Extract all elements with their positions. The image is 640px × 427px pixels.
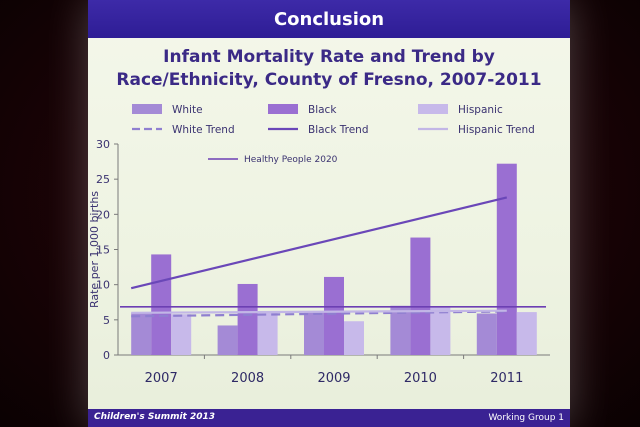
legend-label-white-trend: White Trend bbox=[172, 124, 235, 136]
trend-line-hispanic-trend bbox=[131, 309, 507, 314]
footer: Children's Summit 2013 Working Group 1 bbox=[88, 409, 570, 427]
legend-label-black: Black bbox=[308, 104, 337, 116]
slide-title: Conclusion bbox=[88, 0, 570, 38]
legend-swatch-black bbox=[268, 104, 298, 114]
chart: White Black Hispanic White Trend Black Trend… bbox=[88, 104, 550, 386]
bar-black-2010 bbox=[410, 237, 431, 355]
slide: Conclusion Infant Mortality Rate and Tre… bbox=[88, 0, 570, 427]
y-tick-label-20: 20 bbox=[96, 208, 110, 221]
y-tick-label-0: 0 bbox=[103, 349, 110, 362]
chart-title-line-1: Infant Mortality Rate and Trend by bbox=[163, 47, 495, 67]
y-tick-label-25: 25 bbox=[96, 173, 110, 186]
trend-lines bbox=[120, 158, 546, 318]
x-tick-label-2007: 2007 bbox=[145, 371, 178, 386]
y-tick-label-5: 5 bbox=[103, 314, 110, 327]
legend-label-hispanic: Hispanic bbox=[458, 104, 503, 116]
bar-hispanic-2007 bbox=[171, 314, 192, 355]
y-tick-label-10: 10 bbox=[96, 279, 110, 292]
legend-swatch-white bbox=[132, 104, 162, 114]
legend: White Black Hispanic White Trend Black Trend… bbox=[132, 104, 535, 136]
bar-black-2009 bbox=[324, 276, 344, 355]
footer-right: Working Group 1 bbox=[488, 413, 564, 423]
legend-label-black-trend: Black Trend bbox=[308, 124, 368, 136]
trend-line-white-trend bbox=[131, 310, 507, 318]
x-tick-labels: 2007 2008 2009 2010 2011 bbox=[145, 371, 524, 386]
x-tick-label-2009: 2009 bbox=[317, 371, 350, 386]
legend-swatch-hispanic bbox=[418, 104, 448, 114]
x-tick-label-2010: 2010 bbox=[404, 371, 437, 386]
bar-hispanic-2009 bbox=[344, 321, 364, 355]
legend-label-hispanic-trend: Hispanic Trend bbox=[458, 124, 535, 136]
chart-title: Infant Mortality Rate and Trend by Race/… bbox=[88, 46, 570, 92]
y-tick-label-30: 30 bbox=[96, 138, 110, 151]
healthy-people-label: Healthy People 2020 bbox=[244, 155, 338, 165]
bar-white-2010 bbox=[390, 305, 411, 355]
x-tick-label-2008: 2008 bbox=[231, 371, 264, 386]
bar-hispanic-2008 bbox=[257, 312, 278, 355]
bar-hispanic-2010 bbox=[430, 307, 451, 355]
bar-white-2007 bbox=[131, 312, 152, 355]
bar-black-2011 bbox=[496, 163, 517, 355]
bar-white-2008 bbox=[217, 325, 238, 355]
y-tick-label-15: 15 bbox=[96, 244, 110, 257]
bar-hispanic-2011 bbox=[516, 312, 537, 355]
bar-white-2009 bbox=[304, 311, 324, 355]
trend-line-black-trend bbox=[130, 196, 508, 290]
chart-title-line-2: Race/Ethnicity, County of Fresno, 2007-2… bbox=[116, 70, 542, 90]
bar-white-2011 bbox=[476, 313, 497, 355]
bar-black-2008 bbox=[237, 283, 258, 355]
x-tick-label-2011: 2011 bbox=[490, 371, 523, 386]
footer-left: Children's Summit 2013 bbox=[94, 412, 216, 422]
bar-black-2007 bbox=[151, 254, 172, 355]
y-axis-label: Rate per 1,000 births bbox=[88, 191, 101, 308]
bars bbox=[131, 163, 537, 355]
legend-label-white: White bbox=[172, 104, 203, 116]
